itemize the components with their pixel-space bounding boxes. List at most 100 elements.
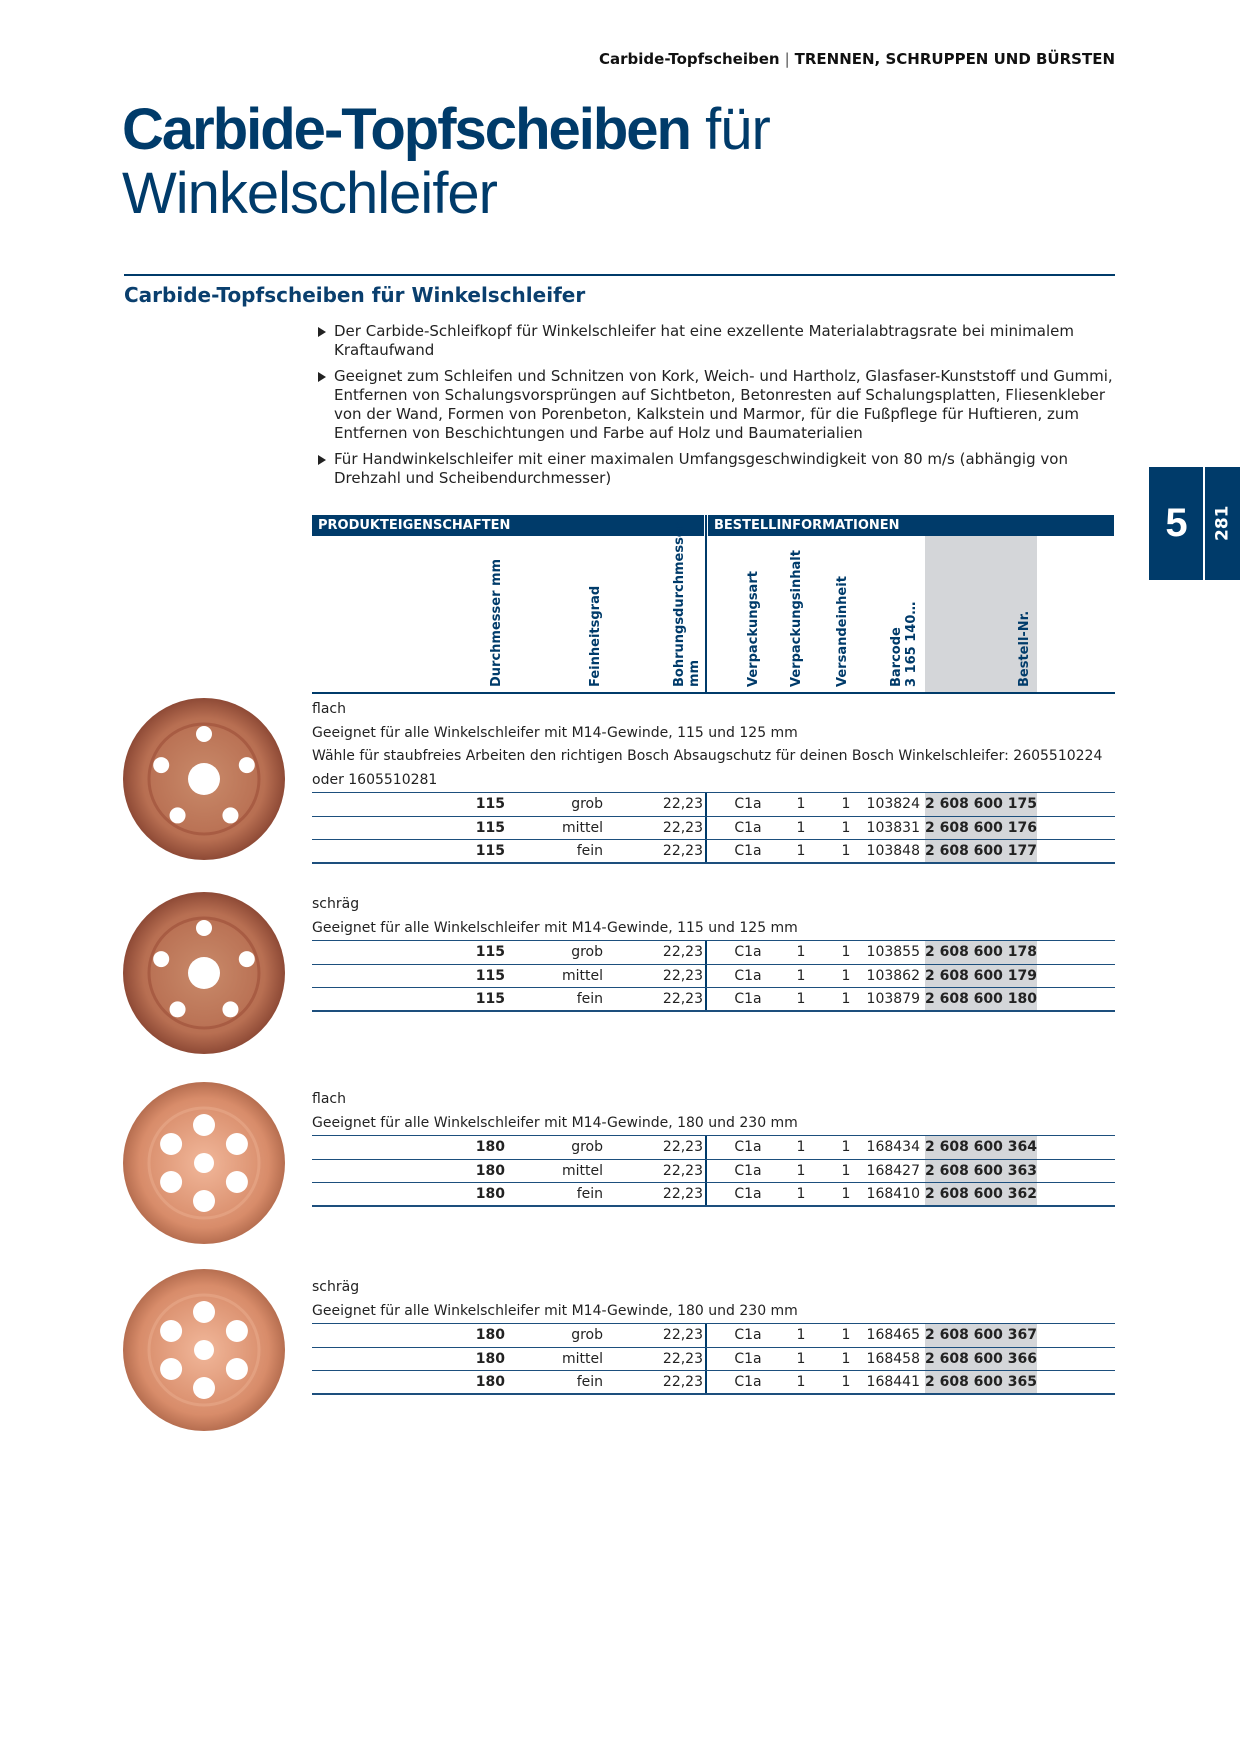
chapter-number: 5 [1165, 501, 1188, 545]
column-header: Feinheitsgrad [588, 586, 603, 687]
group-note: Wähle für staubfreies Arbeiten den richt… [312, 748, 1103, 788]
hole [160, 1320, 183, 1342]
hole [193, 1114, 215, 1136]
table-cell: 1 [796, 991, 806, 1007]
column-divider [705, 1159, 707, 1182]
bullet-list: Der Carbide-Schleifkopf für Winkelschlei… [318, 322, 1118, 495]
column-divider [705, 1183, 707, 1205]
table-cell: grob [571, 1139, 603, 1155]
table-cell: 22,23 [662, 1327, 703, 1343]
table-cell: 1 [796, 1139, 806, 1155]
title-regular: für [705, 97, 771, 162]
table-cell: fein [576, 991, 603, 1007]
center-hole [194, 1153, 214, 1173]
column-header: 3 165 140… [904, 602, 919, 687]
table-cell: 2 608 600 180 [924, 991, 1038, 1007]
hole [196, 920, 212, 936]
bestell-bg [925, 793, 1037, 816]
hole [225, 1171, 248, 1193]
header-rule [312, 692, 1115, 694]
table-cell: 168410 [866, 1186, 920, 1202]
table-cell: C1a [734, 819, 762, 836]
column-highlight [925, 536, 1037, 693]
table-cell: 2 608 600 175 [924, 796, 1038, 812]
group-label: schräg [312, 1279, 360, 1295]
hole [225, 1133, 248, 1155]
table-row: 180 grob 22,23 C1a 1 1 168434 2 608 600 364 [312, 1135, 1115, 1159]
disc-ring [147, 722, 261, 836]
column-header: Verpackungsart [746, 571, 761, 687]
column-divider [705, 1136, 707, 1159]
table-cell: 2 608 600 367 [924, 1327, 1038, 1343]
column-header: Verpackungsinhalt [789, 550, 804, 687]
table-cell: 2 608 600 362 [924, 1186, 1038, 1202]
table-cell: 115 [475, 819, 505, 836]
bestell-bg [925, 1183, 1037, 1205]
column-divider [705, 1324, 707, 1347]
table-cell: 180 [475, 1139, 505, 1155]
section-title: Carbide-Topfscheiben für Winkelschleifer [124, 283, 586, 307]
table-cell: 1 [841, 1162, 851, 1179]
header-section: Carbide-Topfscheiben [599, 50, 780, 68]
table-row: 180 mittel 22,23 C1a 1 1 168427 2 608 600 363 [312, 1158, 1115, 1182]
table-cell: 168441 [866, 1374, 920, 1390]
table-cell: 1 [841, 944, 851, 960]
table-row: 115 fein 22,23 C1a 1 1 103879 2 608 600 180 [312, 987, 1115, 1012]
table-cell: fein [576, 1374, 603, 1390]
group-label: flach [312, 1091, 346, 1107]
table-cell: mittel [561, 967, 603, 984]
table-cell: 1 [796, 1186, 806, 1202]
table-row: 115 grob 22,23 C1a 1 1 103824 2 608 600 175 [312, 792, 1115, 816]
table-cell: 1 [841, 819, 851, 836]
column-header: mm [687, 660, 702, 687]
column-header: Durchmesser mm [489, 559, 504, 687]
table-row: 180 fein 22,23 C1a 1 1 168441 2 608 600 365 [312, 1370, 1115, 1395]
title-bold: Carbide-Topfscheiben [122, 97, 692, 162]
hole [169, 1001, 186, 1018]
table-cell: 1 [841, 843, 851, 859]
table-cell: 1 [841, 1186, 851, 1202]
table-cell: fein [576, 1186, 603, 1202]
column-header: Barcode [889, 627, 904, 687]
bestell-bg [925, 1371, 1037, 1393]
table-cell: 1 [796, 796, 806, 812]
tab-divider [1203, 467, 1205, 580]
group-note: Geeignet für alle Winkelschleifer mit M1… [312, 1114, 798, 1131]
header-chapter: TRENNEN, SCHRUPPEN UND BÜRSTEN [794, 50, 1115, 68]
column-divider [705, 964, 707, 987]
table-cell: C1a [734, 1139, 762, 1155]
table-cell: C1a [734, 991, 762, 1007]
group-label: schräg [312, 896, 360, 912]
hole [193, 1301, 215, 1323]
table-cell: 2 608 600 366 [924, 1350, 1038, 1367]
table-row: 115 mittel 22,23 C1a 1 1 103831 2 608 600 176 [312, 815, 1115, 839]
table-cell: mittel [561, 819, 603, 836]
product-group: flach Geeignet für alle Winkelschleifer m… [312, 1088, 1115, 1207]
table-cell: 22,23 [662, 796, 703, 812]
bestell-bg [925, 1159, 1037, 1182]
table-cell: 1 [841, 967, 851, 984]
table-cell: mittel [561, 1350, 603, 1367]
table-cell: 115 [475, 843, 505, 859]
hole [193, 1377, 215, 1399]
column-divider [705, 840, 707, 862]
table-cell: 22,23 [662, 843, 703, 859]
table-cell: 180 [475, 1350, 505, 1367]
group-header: PRODUKTEIGENSCHAFTEN [312, 515, 704, 536]
table-cell: 2 608 600 365 [924, 1374, 1038, 1390]
table-cell: 180 [475, 1186, 505, 1202]
disc-ring [147, 1293, 261, 1407]
running-header: Carbide-Topfscheiben | TRENNEN, SCHRUPPEN … [599, 50, 1115, 68]
table-cell: 1 [796, 944, 806, 960]
table-cell: grob [571, 796, 603, 812]
table-cell: 103848 [866, 843, 920, 859]
column-header: Bestell-Nr. [1017, 611, 1032, 687]
separator: | [784, 50, 790, 68]
table-cell: 1 [796, 1327, 806, 1343]
table-cell: 180 [475, 1327, 505, 1343]
product-group: schräg Geeignet für alle Winkelschleifer … [312, 893, 1115, 1012]
table-cell: 2 608 600 179 [924, 967, 1038, 984]
table-cell: 168465 [866, 1327, 920, 1343]
